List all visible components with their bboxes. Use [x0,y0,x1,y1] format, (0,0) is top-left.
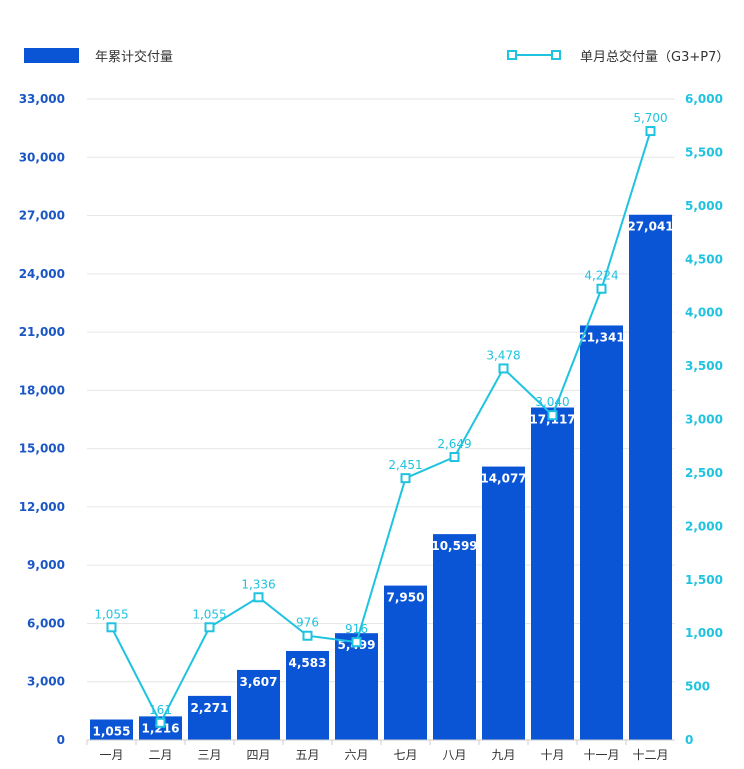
series-line [110,130,652,725]
left-tick-label: 24,000 [19,267,65,281]
left-axis: 0 3,000 6,000 9,000 12,000 15,000 18,000 21,000… [19,92,65,747]
bar [629,214,672,741]
x-tick-label: 一月 [99,748,123,762]
right-tick-label: 500 [685,680,710,694]
line-data-label: 2,649 [437,437,471,451]
left-tick-label: 15,000 [19,442,65,456]
right-tick-label: 1,000 [685,626,723,640]
line-data-label: 3,040 [535,395,569,409]
bar [580,325,623,740]
x-tick-label: 六月 [344,748,368,762]
bar-data-label: 10,599 [431,539,477,553]
line-data-label: 1,055 [192,607,226,621]
line-point [302,630,313,641]
line-data-label: 976 [296,616,319,630]
line-data-label: 1,336 [241,577,275,591]
bar [90,719,133,740]
legend-line-label: 单月总交付量（G3+P7） [580,49,729,65]
legend-bar-label: 年累计交付量 [95,49,173,65]
line-point [645,126,656,137]
line-point [400,473,411,484]
x-tick-label: 十月 [540,748,564,762]
bar [384,585,427,740]
line-data-label: 4,224 [584,269,618,283]
right-tick-label: 1,500 [685,573,723,587]
right-tick-label: 4,500 [685,252,723,266]
line-data-label: 5,700 [633,111,667,125]
bar-data-label: 27,041 [627,220,673,234]
left-tick-label: 30,000 [19,150,65,164]
right-tick-label: 4,000 [685,306,723,320]
bar-series: 1,0551,2162,2713,6074,5835,4997,95010,59… [90,214,674,741]
right-tick-label: 0 [685,733,693,747]
bar-data-label: 7,950 [387,591,425,605]
right-tick-label: 3,000 [685,413,723,427]
left-tick-label: 6,000 [27,616,65,630]
x-tick-label: 二月 [148,748,172,762]
legend: 年累计交付量 单月总交付量（G3+P7） [24,48,729,65]
right-tick-label: 3,500 [685,359,723,373]
x-tick-label: 五月 [295,748,319,762]
bar-data-label: 1,055 [93,725,131,739]
right-tick-label: 2,000 [685,519,723,533]
line-series: 1,055 161 1,055 1,336 976 916 2,451 2,649 3,478 3… [94,111,668,728]
bar [286,650,329,740]
line-data-label: 3,478 [486,348,520,362]
bar-data-label: 21,341 [578,330,624,344]
line-data-label: 161 [149,703,172,717]
gridlines [87,98,675,683]
x-tick-label: 十二月 [632,748,668,762]
bar-data-label: 1,216 [142,721,180,735]
left-tick-label: 18,000 [19,383,65,397]
right-tick-label: 6,000 [685,92,723,106]
bar-data-label: 2,271 [191,701,229,715]
line-point [106,622,117,633]
line-point [596,283,607,294]
x-tick-label: 八月 [442,748,466,762]
line-data-label: 916 [345,622,368,636]
bar [188,695,231,740]
x-axis: 一月 二月 三月 四月 五月 六月 七月 八月 九月 十月 十一月 十二月 [86,739,675,762]
bar-data-label: 4,583 [289,656,327,670]
x-tick-label: 九月 [491,748,515,762]
left-tick-label: 21,000 [19,325,65,339]
line-point [449,451,460,462]
x-tick-label: 十一月 [583,748,619,762]
left-tick-label: 0 [57,733,65,747]
x-tick-label: 三月 [197,748,221,762]
line-data-label: 2,451 [388,458,422,472]
bar [335,633,378,740]
left-tick-label: 12,000 [19,500,65,514]
right-tick-label: 5,000 [685,199,723,213]
right-tick-label: 2,500 [685,466,723,480]
x-tick-label: 四月 [246,748,270,762]
left-tick-label: 9,000 [27,558,65,572]
legend-line-marker [507,50,517,60]
right-tick-label: 5,500 [685,145,723,159]
left-tick-label: 3,000 [27,675,65,689]
bar-data-label: 14,077 [480,472,526,486]
legend-bar-swatch [24,48,79,63]
line-point [351,637,362,648]
line-point [253,592,264,603]
legend-line-marker [551,50,561,60]
line-point [498,363,509,374]
line-point [547,410,558,421]
line-data-label: 1,055 [94,607,128,621]
bar [139,716,182,740]
x-tick-label: 七月 [393,748,417,762]
bar [531,407,574,740]
line-point [155,717,166,728]
bar [237,669,280,740]
bar [482,466,525,740]
bar-data-label: 3,607 [240,675,278,689]
line-point [204,622,215,633]
left-tick-label: 27,000 [19,209,65,223]
right-axis: 0 500 1,000 1,500 2,000 2,500 3,000 3,500 4,000 4… [685,92,723,747]
bar [433,534,476,740]
left-tick-label: 33,000 [19,92,65,106]
